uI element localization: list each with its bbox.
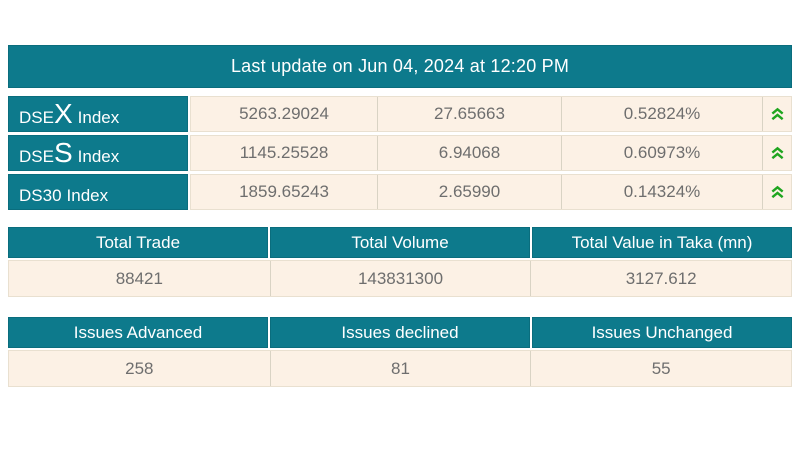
double-chevron-up-icon [770,107,785,122]
total-trade-value: 88421 [115,268,163,288]
total-volume-header: Total Volume [270,227,530,258]
index-name-dses: DSES Index [8,135,188,171]
issues-table: Issues Advanced Issues declined Issues U… [8,317,792,387]
index-trend-cell [762,136,791,170]
total-volume-value: 143831300 [269,261,531,296]
index-value: 1145.25528 [239,143,329,162]
index-trend-cell [762,175,791,209]
index-values-ds30: 1859.65243 2.65990 0.14324% [190,174,792,210]
index-name-prefix: DS30 [19,186,62,205]
double-chevron-up-icon [770,146,785,161]
issues-header-row: Issues Advanced Issues declined Issues U… [8,317,792,348]
index-change: 27.65663 [377,97,561,131]
index-value: 5263.29024 [239,104,329,123]
last-update-text: Last update on Jun 04, 2024 at 12:20 PM [230,56,570,76]
index-name-prefix: DSE [19,108,54,127]
index-name-big-letter: X [53,98,73,129]
index-row-dses: DSES Index 1145.25528 6.94068 0.60973% [8,135,792,171]
issues-advanced-header: Issues Advanced [8,317,268,348]
last-update-banner: Last update on Jun 04, 2024 at 12:20 PM [8,45,792,88]
index-name-big-letter: S [53,137,73,168]
index-trend-cell [762,97,791,131]
index-change: 6.94068 [377,136,561,170]
totals-header-row: Total Trade Total Volume Total Value in … [8,227,792,258]
issues-unchanged-value: 55 [530,351,791,386]
index-values-dses: 1145.25528 6.94068 0.60973% [190,135,792,171]
index-table: DSEX Index 5263.29024 27.65663 0.52824% D… [8,96,792,210]
index-change-percent: 0.52824% [561,97,762,131]
issues-value-row: 258 81 55 [8,350,792,387]
index-values-dsex: 5263.29024 27.65663 0.52824% [190,96,792,132]
index-row-ds30: DS30 Index 1859.65243 2.65990 0.14324% [8,174,792,210]
index-change-percent: 0.60973% [561,136,762,170]
index-value: 1859.65243 [239,182,329,201]
index-change: 2.65990 [377,175,561,209]
index-name-suffix: Index [77,147,120,166]
issues-declined-value: 81 [269,351,531,386]
issues-unchanged-header: Issues Unchanged [532,317,792,348]
double-chevron-up-icon [770,185,785,200]
index-name-dsex: DSEX Index [8,96,188,132]
index-name-ds30: DS30 Index [8,174,188,210]
index-name-suffix: Index [77,108,120,127]
totals-value-row: 88421 143831300 3127.612 [8,260,792,297]
total-value-value: 3127.612 [530,261,791,296]
totals-table: Total Trade Total Volume Total Value in … [8,227,792,297]
issues-declined-header: Issues declined [270,317,530,348]
index-name-prefix: DSE [19,147,54,166]
index-name-suffix: Index [66,186,109,205]
total-value-header: Total Value in Taka (mn) [532,227,792,258]
index-row-dsex: DSEX Index 5263.29024 27.65663 0.52824% [8,96,792,132]
index-change-percent: 0.14324% [561,175,762,209]
total-trade-header: Total Trade [8,227,268,258]
issues-advanced-value: 258 [125,358,154,378]
